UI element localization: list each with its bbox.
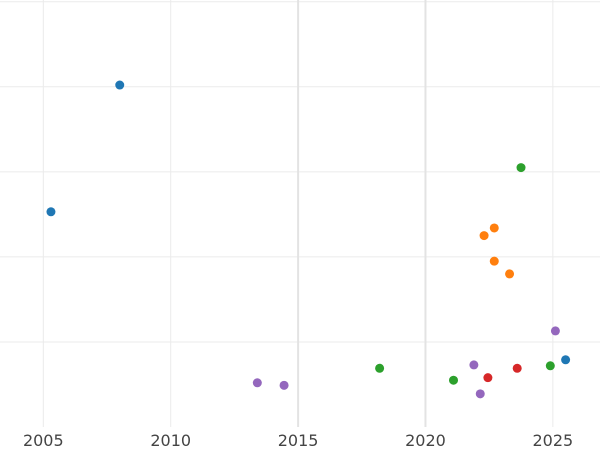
- data-point: [46, 207, 56, 217]
- data-point: [483, 373, 493, 383]
- x-tick-label: 2005: [23, 431, 64, 450]
- data-point: [512, 363, 522, 373]
- data-point: [115, 80, 125, 90]
- data-point: [375, 363, 385, 373]
- x-tick-label: 2025: [533, 431, 574, 450]
- data-point: [505, 269, 515, 279]
- data-point: [545, 361, 555, 371]
- data-point: [279, 380, 289, 390]
- data-point: [469, 360, 479, 370]
- data-point: [561, 355, 571, 365]
- data-point: [550, 326, 560, 336]
- data-point: [489, 223, 499, 233]
- data-point: [449, 375, 459, 385]
- x-tick-label: 2010: [150, 431, 191, 450]
- data-point: [475, 389, 485, 399]
- x-axis-ticks: 2005 2010 2015 2020 2025: [23, 431, 573, 450]
- x-tick-label: 2020: [405, 431, 446, 450]
- data-points: [46, 80, 571, 399]
- data-point: [489, 256, 499, 266]
- data-point: [252, 378, 262, 388]
- x-tick-label: 2015: [278, 431, 319, 450]
- data-point: [516, 163, 526, 173]
- data-point: [479, 231, 489, 241]
- grid: [0, 0, 600, 427]
